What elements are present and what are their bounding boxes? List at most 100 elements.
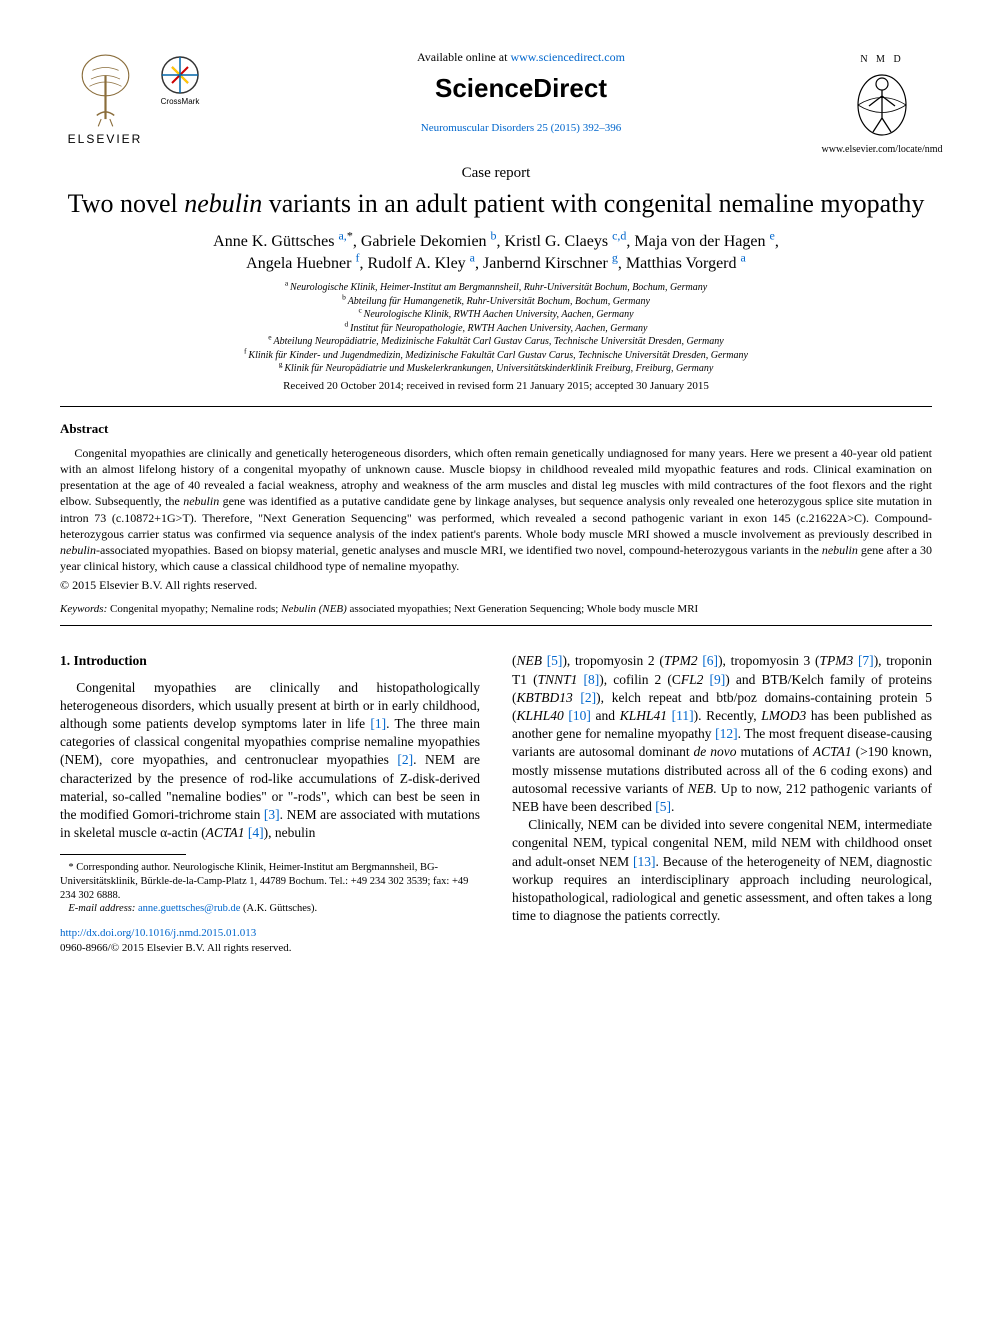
footnote-email-label: E-mail address: <box>68 903 135 914</box>
footnote-rule <box>60 854 186 855</box>
affiliation-list: a Neurologische Klinik, Heimer-Institut … <box>60 281 932 376</box>
author-aff-link[interactable]: a, <box>338 228 346 242</box>
article-title: Two novel nebulin variants in an adult p… <box>60 188 932 221</box>
rule-bottom <box>60 625 932 626</box>
elsevier-tree-icon <box>68 50 143 130</box>
available-online: Available online at www.sciencedirect.co… <box>220 50 822 65</box>
italic-term: KBTBD13 <box>517 690 573 705</box>
affiliation: e Abteilung Neuropädiatrie, Medizinische… <box>60 335 932 349</box>
citation-link[interactable]: [2] <box>397 752 413 767</box>
crossmark-label: CrossMark <box>161 97 200 106</box>
citation-link[interactable]: [12] <box>715 726 738 741</box>
citation-link[interactable]: [10] <box>568 708 591 723</box>
affiliation: d Institut für Neuropathologie, RWTH Aac… <box>60 322 932 336</box>
journal-citation: Neuromuscular Disorders 25 (2015) 392–39… <box>220 122 822 134</box>
citation-link[interactable]: [5] <box>547 653 563 668</box>
crossmark-badge[interactable]: CrossMark <box>150 55 210 106</box>
affiliation: c Neurologische Klinik, RWTH Aachen Univ… <box>60 308 932 322</box>
abstract-copyright: © 2015 Elsevier B.V. All rights reserved… <box>60 578 932 593</box>
italic-term: TPM3 <box>820 653 854 668</box>
abstract-section: Abstract Congenital myopathies are clini… <box>60 421 932 594</box>
abstract-heading: Abstract <box>60 421 932 437</box>
affiliation: b Abteilung für Humangenetik, Ruhr-Unive… <box>60 295 932 309</box>
corresponding-author-footnote: * Corresponding author. Neurologische Kl… <box>60 861 480 916</box>
footnote-email-line: E-mail address: anne.guettsches@rub.de (… <box>60 902 480 916</box>
author: Janbernd Kirschner g <box>483 255 618 272</box>
elsevier-logo: ELSEVIER <box>60 50 150 146</box>
footnote-corr-text: * Corresponding author. Neurologische Kl… <box>60 861 480 902</box>
keywords-body: Congenital myopathy; Nemaline rods; Nebu… <box>107 603 698 615</box>
citation-link[interactable]: [1] <box>370 716 386 731</box>
author: Anne K. Güttsches a,* <box>213 233 353 250</box>
italic-term: TNNT1 <box>538 672 578 687</box>
author-aff-link[interactable]: g <box>612 251 618 265</box>
citation-link[interactable]: [7] <box>858 653 874 668</box>
intro-heading: 1. Introduction <box>60 652 480 670</box>
header-row: ELSEVIER CrossMark Available online at w… <box>60 50 932 155</box>
doi-copyright: 0960-8966/© 2015 Elsevier B.V. All right… <box>60 942 292 954</box>
author: Kristl G. Claeys c,d <box>505 233 627 250</box>
affiliation: a Neurologische Klinik, Heimer-Institut … <box>60 281 932 295</box>
nmd-icon: N M D <box>847 50 917 140</box>
title-pre: Two novel <box>68 189 185 218</box>
italic-term: NEB <box>688 781 714 796</box>
sciencedirect-wordmark: ScienceDirect <box>220 73 822 104</box>
citation-link[interactable]: [3] <box>264 807 280 822</box>
citation-link[interactable]: [11] <box>672 708 694 723</box>
author: Matthias Vorgerd a <box>626 255 746 272</box>
keywords-line: Keywords: Congenital myopathy; Nemaline … <box>60 603 932 615</box>
author-list: Anne K. Güttsches a,*, Gabriele Dekomien… <box>60 231 932 276</box>
author: Gabriele Dekomien b <box>361 233 497 250</box>
italic-term: ACTA1 <box>206 825 245 840</box>
svg-text:N M D: N M D <box>860 54 903 65</box>
sciencedirect-link[interactable]: www.sciencedirect.com <box>510 50 625 64</box>
abstract-body: Congenital myopathies are clinically and… <box>60 445 932 575</box>
author: Maja von der Hagen e <box>634 233 774 250</box>
italic-term: KLHL41 <box>620 708 667 723</box>
citation-link[interactable]: [8] <box>583 672 599 687</box>
doi-link[interactable]: http://dx.doi.org/10.1016/j.nmd.2015.01.… <box>60 927 256 939</box>
intro-paragraph-1-cont: (NEB [5]), tropomyosin 2 (TPM2 [6]), tro… <box>512 652 932 816</box>
citation-link[interactable]: [4] <box>248 825 264 840</box>
body-columns: 1. Introduction Congenital myopathies ar… <box>60 652 932 955</box>
citation-link[interactable]: [6] <box>702 653 718 668</box>
footnote-email-tail: (A.K. Güttsches). <box>240 903 317 914</box>
affiliation: f Klinik für Kinder- und Jugendmedizin, … <box>60 349 932 363</box>
author-aff-link[interactable]: f <box>355 251 359 265</box>
rule-top <box>60 406 932 407</box>
italic-term: ACTA1 <box>813 744 852 759</box>
italic-term: NEB <box>517 653 543 668</box>
affiliation: g Klinik für Neuropädiatrie und Muskeler… <box>60 362 932 376</box>
citation-link[interactable]: [5] <box>655 799 671 814</box>
elsevier-brand-text: ELSEVIER <box>68 132 143 146</box>
title-post: variants in an adult patient with congen… <box>262 189 924 218</box>
author: Rudolf A. Kley a <box>367 255 475 272</box>
center-header: Available online at www.sciencedirect.co… <box>210 50 832 142</box>
citation-link[interactable]: [13] <box>633 854 656 869</box>
italic-term: nebulin <box>822 543 858 557</box>
journal-citation-link[interactable]: Neuromuscular Disorders 25 (2015) 392–39… <box>421 122 621 134</box>
crossmark-icon <box>160 55 200 95</box>
citation-link[interactable]: [2] <box>580 690 596 705</box>
doi-block: http://dx.doi.org/10.1016/j.nmd.2015.01.… <box>60 926 480 956</box>
footnote-email-link[interactable]: anne.guettsches@rub.de <box>138 903 240 914</box>
author-aff-link[interactable]: e <box>769 228 774 242</box>
author-aff-link[interactable]: c,d <box>612 228 626 242</box>
author-aff-link[interactable]: b <box>491 228 497 242</box>
keywords-label: Keywords: <box>60 603 107 615</box>
italic-term: LMOD3 <box>761 708 806 723</box>
citation-link[interactable]: [9] <box>710 672 726 687</box>
author-aff-link[interactable]: a <box>741 251 746 265</box>
italic-term: KLHL40 <box>517 708 564 723</box>
italic-term: de novo <box>694 744 737 759</box>
italic-term: nebulin <box>60 543 96 557</box>
italic-term: nebulin <box>183 494 219 508</box>
intro-paragraph-2: Clinically, NEM can be divided into seve… <box>512 816 932 925</box>
title-italic: nebulin <box>184 189 262 218</box>
available-online-prefix: Available online at <box>417 50 510 64</box>
italic-term: Nebulin (NEB) <box>281 603 347 615</box>
italic-term: TPM2 <box>664 653 698 668</box>
author: Angela Huebner f <box>246 255 359 272</box>
nmd-url: www.elsevier.com/locate/nmd <box>822 144 943 155</box>
author-aff-link[interactable]: a <box>470 251 475 265</box>
